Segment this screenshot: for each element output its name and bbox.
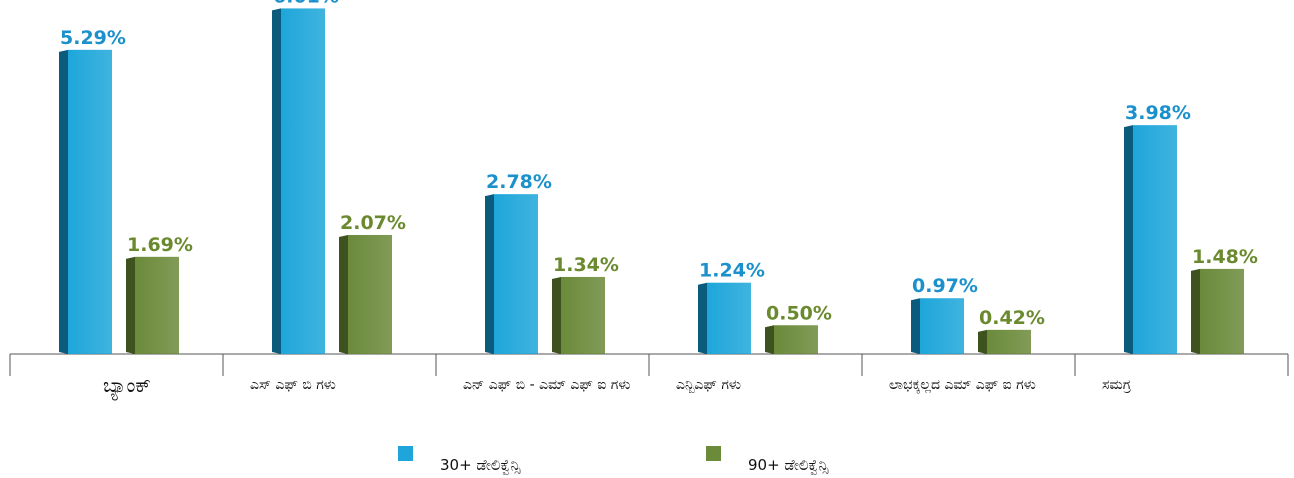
category-label: ಬ್ಯಾಂಕ್ <box>103 373 151 397</box>
value-label: 3.98% <box>1125 102 1191 124</box>
bar <box>920 298 964 354</box>
legend-label: 90+ ಡೇಲಿಕ್ವೆನ್ಸಿ <box>748 456 829 474</box>
bar-side <box>485 194 494 354</box>
category-label: ಎನ್ ಎಫ್ ಬಿ - ಎಮ್ ಎಫ್ ಐ ಗಳು <box>463 377 631 393</box>
bar-side <box>552 276 561 354</box>
bar-side <box>1124 125 1133 355</box>
bar-side <box>272 8 281 355</box>
bar-side <box>978 329 987 354</box>
category-label: ಎಸ್ ಎಫ್ ಬಿ ಗಳು <box>250 377 336 393</box>
category-label: ಲಾಭಕ್ಕಲ್ಲದ ಎಮ್ ಎಫ್ ಐ ಗಳು <box>889 377 1036 393</box>
value-label: 2.78% <box>486 171 552 193</box>
value-label: 1.48% <box>1192 246 1258 268</box>
value-label: 1.69% <box>127 234 193 256</box>
value-label: 0.50% <box>766 302 832 324</box>
value-label: 0.97% <box>912 275 978 297</box>
bar <box>774 325 818 354</box>
bar <box>1133 125 1177 355</box>
bar <box>494 194 538 354</box>
legend-swatch <box>706 446 721 461</box>
bar <box>281 8 325 355</box>
category-label: ಎನ್ಬಿಎಫ್ ಗಳು <box>676 377 741 393</box>
value-label: 2.07% <box>340 212 406 234</box>
legend-label: 30+ ಡೇಲಿಕ್ವೆನ್ಸಿ <box>440 456 521 474</box>
bar <box>707 282 751 354</box>
bar <box>561 276 605 354</box>
value-label: 1.24% <box>699 260 765 282</box>
bar <box>135 256 179 354</box>
bar-side <box>911 298 920 354</box>
bar-side <box>765 325 774 354</box>
legend-swatch <box>398 446 413 461</box>
bar <box>348 234 392 354</box>
value-label: 1.34% <box>553 254 619 276</box>
bar-side <box>339 234 348 354</box>
bar-side <box>1191 268 1200 354</box>
value-label: 0.42% <box>979 307 1045 329</box>
bar-side <box>126 256 135 354</box>
value-label: 5.29% <box>60 27 126 49</box>
bar-side <box>698 282 707 354</box>
bar <box>987 329 1031 354</box>
bar <box>68 49 112 354</box>
value-label: 6.01% <box>273 0 339 7</box>
bar <box>1200 268 1244 354</box>
bar-side <box>59 49 68 354</box>
category-label: ಸಮಗ್ರ <box>1102 377 1131 393</box>
